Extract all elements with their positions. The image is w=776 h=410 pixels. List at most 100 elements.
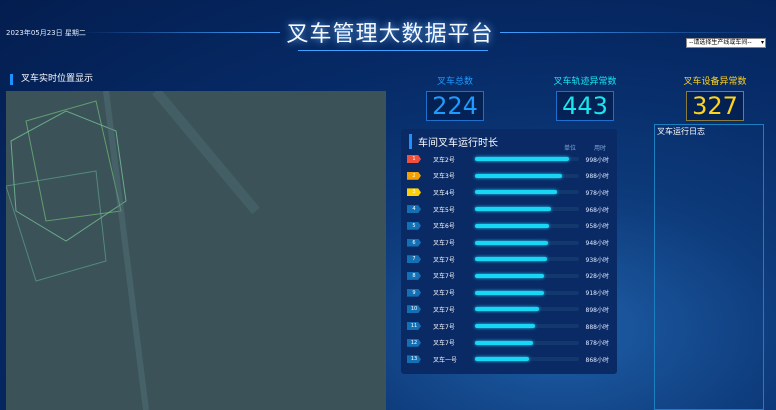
log-panel[interactable]: 叉车运行日志 (654, 124, 764, 410)
table-row: 4 叉车5号 968小时 (407, 203, 613, 215)
forklift-name: 叉车3号 (433, 173, 455, 181)
runtime-bar-track (475, 157, 579, 161)
runtime-bar (475, 157, 569, 161)
table-row: 5 叉车6号 958小时 (407, 220, 613, 232)
runtime-bar (475, 357, 530, 362)
table-row: 11 叉车7号 888小时 (407, 320, 613, 332)
stat-total: 叉车总数 224 (400, 74, 510, 121)
rank-badge: 5 (407, 221, 421, 230)
runtime-hours: 938小时 (585, 256, 609, 264)
stat-label: 叉车轨迹异常数 (553, 77, 617, 87)
forklift-name: 叉车7号 (433, 273, 455, 281)
forklift-name: 叉车6号 (433, 223, 455, 231)
production-line-select[interactable]: --请选择生产线或车间-- ▾ (686, 38, 766, 48)
rank-badge: 9 (407, 288, 421, 297)
table-row: 3 叉车4号 978小时 (407, 186, 613, 198)
column-header: 单位 (564, 145, 577, 152)
runtime-hours: 948小时 (585, 240, 609, 247)
table-row: 12 叉车7号 878小时 (407, 337, 613, 349)
rank-badge: 2 (407, 171, 421, 180)
rank-badge: 7 (407, 255, 421, 264)
runtime-bar-track (475, 290, 579, 295)
forklift-name: 叉车7号 (433, 306, 455, 314)
runtime-bar-track (475, 240, 579, 245)
stat-value: 443 (556, 91, 614, 121)
chevron-down-icon: ▾ (760, 39, 764, 46)
table-row: 2 叉车3号 988小时 (407, 170, 613, 182)
runtime-bar-track (475, 357, 579, 362)
forklift-name: 叉车4号 (433, 189, 455, 197)
map-title: 叉车实时位置显示 (10, 74, 93, 85)
rank-badge: 10 (407, 305, 421, 314)
position-map[interactable] (6, 91, 386, 410)
forklift-name: 叉车2号 (433, 156, 455, 164)
runtime-bar (475, 240, 548, 245)
stat-value: 224 (426, 91, 484, 121)
table-row: 8 叉车7号 928小时 (407, 270, 613, 282)
rank-badge: 6 (407, 238, 421, 247)
rank-badge: 13 (407, 355, 421, 364)
runtime-hours: 988小时 (585, 173, 609, 181)
select-value: --请选择生产线或车间-- (689, 39, 752, 46)
page-title: 叉车管理大数据平台 (286, 22, 494, 47)
date-text: 2023年05月23日 星期二 (6, 29, 86, 37)
table-row: 10 叉车7号 898小时 (407, 303, 613, 315)
runtime-hours: 968小时 (585, 206, 609, 214)
forklift-name: 叉车7号 (433, 240, 455, 247)
runtime-bar (475, 290, 544, 295)
runtime-bar-track (475, 273, 579, 278)
runtime-bar-track (475, 307, 579, 312)
table-row: 13 叉车一号 868小时 (407, 353, 613, 365)
rank-badge: 1 (407, 155, 421, 163)
runtime-hours: 928小时 (585, 273, 609, 281)
rank-badge: 8 (407, 271, 421, 280)
runtime-hours: 998小时 (585, 156, 609, 164)
runtime-bar (475, 223, 549, 228)
header-line-right (500, 32, 770, 33)
stat-value: 327 (686, 91, 744, 121)
runtime-bar (475, 307, 540, 312)
runtime-bar-track (475, 190, 579, 195)
runtime-bar (475, 273, 544, 278)
forklift-name: 叉车一号 (433, 356, 458, 364)
table-row: 1 叉车2号 998小时 (407, 153, 613, 165)
header-line-left (80, 32, 280, 33)
runtime-bar-track (475, 207, 579, 212)
runtime-bar-track (475, 257, 579, 262)
runtime-bar (475, 173, 563, 178)
rank-badge: 3 (407, 188, 421, 197)
runtime-bar (475, 257, 547, 262)
log-title: 叉车运行日志 (657, 127, 705, 136)
runtime-hours: 918小时 (585, 290, 609, 298)
runtime-bar-track (475, 340, 579, 345)
runtime-bar (475, 340, 534, 345)
rank-badge: 4 (407, 205, 421, 214)
runtime-hours: 878小时 (585, 340, 609, 348)
map-graphics (6, 91, 260, 410)
rank-badge: 12 (407, 338, 421, 347)
runtime-bar-track (475, 223, 579, 228)
runtime-bar (475, 324, 536, 328)
runtime-hours: 898小时 (585, 306, 609, 314)
runtime-hours: 958小时 (585, 223, 609, 231)
runtime-bar (475, 207, 551, 212)
table-row: 7 叉车7号 938小时 (407, 253, 613, 265)
column-header: 用时 (594, 145, 607, 152)
stat-device-abnormal: 叉车设备异常数 327 (660, 74, 770, 121)
table-row: 9 叉车7号 918小时 (407, 287, 613, 299)
title-underline (298, 50, 488, 51)
forklift-name: 叉车7号 (433, 340, 455, 348)
stat-track-abnormal: 叉车轨迹异常数 443 (530, 74, 640, 121)
runtime-title: 车间叉车运行时长 (409, 134, 498, 149)
forklift-name: 叉车7号 (433, 256, 455, 264)
runtime-bar-track (475, 173, 579, 178)
runtime-panel: 车间叉车运行时长 单位 用时 1 叉车2号 998小时 2 叉车3号 988小时 3 叉车4号… (401, 129, 617, 374)
stat-label: 叉车设备异常数 (683, 77, 747, 87)
runtime-bar (475, 190, 558, 195)
forklift-name: 叉车5号 (433, 206, 455, 214)
table-row: 6 叉车7号 948小时 (407, 237, 613, 249)
rank-badge: 11 (407, 322, 421, 330)
runtime-hours: 978小时 (585, 189, 609, 197)
runtime-hours: 868小时 (585, 356, 609, 364)
runtime-hours: 888小时 (585, 323, 609, 331)
